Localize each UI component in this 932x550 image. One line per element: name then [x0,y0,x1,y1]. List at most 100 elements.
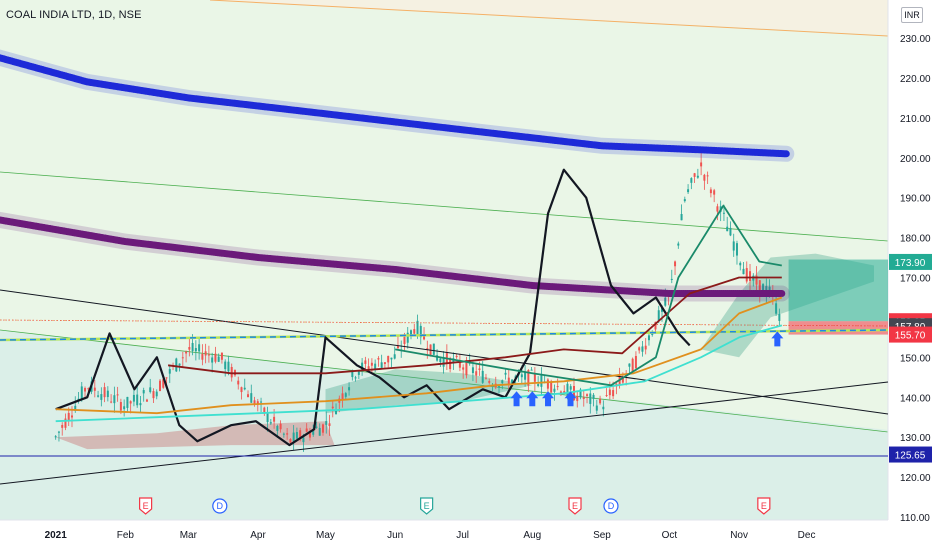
candle-body [602,406,605,410]
candle-body [455,355,458,358]
price-badge-label: 155.70 [895,331,926,342]
candle-body [204,351,207,356]
candle-body [700,162,703,167]
x-tick-label: Feb [117,530,135,541]
candle-body [664,297,667,306]
candle-body [416,320,419,337]
candle-body [321,424,324,433]
candle-body [159,380,162,392]
candle-body [654,321,657,330]
candle-body [687,189,690,193]
candle-body [295,432,298,439]
dashed-trend-line [0,329,889,341]
candle-body [722,212,725,214]
candle-body [732,241,735,251]
lower-channel-line [0,329,889,433]
earnings-label: E [761,501,767,511]
candle-body [726,226,729,232]
candle-body [80,386,83,400]
candle-body [638,347,641,351]
candlesticks [54,152,781,452]
candle-body [612,390,615,397]
candle-body [84,388,87,392]
x-tick-label: Oct [662,530,678,541]
candle-body [116,394,119,396]
candle-body [478,368,481,370]
price-badge-label: 173.90 [895,258,926,269]
earnings-label: E [424,501,430,511]
candle-body [279,423,282,430]
candle-body [647,335,650,341]
candle-body [579,389,582,398]
x-tick-label: Jul [456,530,469,541]
candle-body [253,400,256,405]
candle-body [198,344,201,352]
candle-body [553,388,556,392]
x-tick-label: Jun [387,530,403,541]
candle-body [589,393,592,404]
candle-body [344,393,347,397]
buy-arrow-icon [542,391,555,407]
candle-body [188,347,191,350]
candle-body [735,243,738,256]
candle-body [520,374,523,378]
candle-body [227,361,230,372]
y-tick-label: 140.00 [900,393,931,404]
candle-body [348,387,351,391]
candle-body [657,310,660,322]
earnings-marker [568,497,582,515]
candle-body [501,380,504,384]
x-tick-label: Sep [593,530,611,541]
candle-body [341,393,344,401]
candle-body [605,395,608,397]
candle-body [390,357,393,360]
candle-body [563,391,566,394]
candle-body [168,369,171,374]
y-tick-label: 230.00 [900,34,931,45]
candle-body [511,379,514,384]
candle-body [739,262,742,266]
candle-body [260,401,263,403]
cloud-green [325,369,533,414]
candle-body [527,370,530,386]
candle-body [178,363,181,366]
candle-body [758,280,761,294]
upper-channel-line [209,0,889,37]
candle-body [762,284,765,293]
candle-body [54,436,57,438]
currency-button[interactable]: INR [901,7,923,23]
target-box [788,259,888,322]
candle-body [677,243,680,246]
candle-body [396,345,399,349]
candle-body [292,432,295,442]
y-tick-label: 210.00 [900,114,931,125]
candle-body [703,174,706,181]
candle-body [165,377,168,379]
y-tick-label: 110.00 [900,513,930,524]
candle-body [70,415,73,418]
candle-body [305,428,308,432]
earnings-marker [139,497,153,515]
candle-body [504,372,507,375]
candle-body [670,278,673,280]
candle-body [465,360,468,376]
ma-line-0 [0,54,790,158]
candle-body [357,371,360,375]
price-badge [889,253,932,270]
candle-body [74,405,77,411]
candle-body [576,396,579,402]
buy-arrow-icon [771,331,784,347]
candle-body [634,355,637,369]
x-tick-label: Mar [180,530,198,541]
candle-body [364,360,367,364]
candle-body [273,416,276,422]
candle-body [716,206,719,212]
candle-body [387,355,390,363]
candle-body [93,387,96,391]
candle-body [155,391,158,397]
candle-body [514,376,517,378]
candle-body [351,370,354,378]
buy-arrow-icon [564,391,577,407]
candle-body [498,386,501,388]
